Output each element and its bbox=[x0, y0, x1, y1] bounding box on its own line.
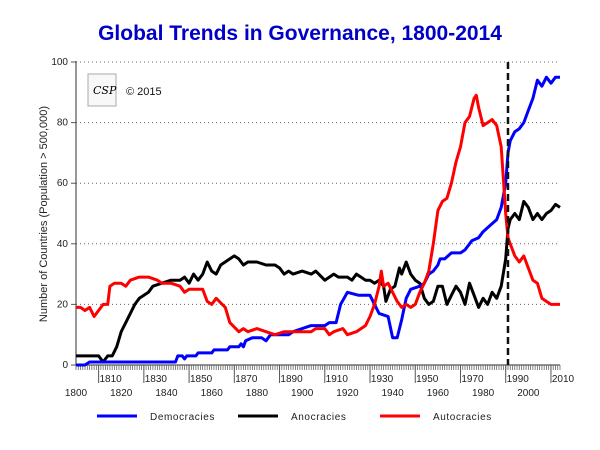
x-tick-label-1970: 1970 bbox=[461, 374, 484, 385]
y-tick-label-80: 80 bbox=[57, 118, 69, 129]
axes: 0 20 40 60 80 100 1810 1830 1850 1870 1890 1910 1930… bbox=[51, 57, 574, 399]
x-tick-label-1960: 1960 bbox=[427, 388, 450, 399]
x-tick-label-1890: 1890 bbox=[280, 374, 303, 385]
x-tick-label-1920: 1920 bbox=[336, 388, 359, 399]
series-line-anocracies bbox=[76, 199, 561, 364]
legend-label-democracies: Democracies bbox=[150, 412, 215, 423]
x-tick-label-1870: 1870 bbox=[235, 374, 258, 385]
copyright-text: © 2015 bbox=[126, 86, 162, 98]
x-tick-label-1880: 1880 bbox=[246, 388, 269, 399]
x-tick-label-1900: 1900 bbox=[291, 388, 314, 399]
chart-title: Global Trends in Governance, 1800-2014 bbox=[98, 22, 502, 45]
x-tick-label-1910: 1910 bbox=[326, 374, 349, 385]
x-tick-label-2000: 2000 bbox=[517, 388, 540, 399]
y-axis-label: Number of Countries (Population > 500,00… bbox=[38, 106, 50, 322]
x-tick-label-1940: 1940 bbox=[382, 388, 405, 399]
csp-logo: CSP bbox=[87, 73, 117, 107]
x-tick-label-1990: 1990 bbox=[507, 374, 530, 385]
legend: Democracies Anocracies Autocracies bbox=[97, 412, 492, 423]
x-tick-label-1820: 1820 bbox=[110, 388, 133, 399]
legend-label-anocracies: Anocracies bbox=[291, 412, 346, 423]
legend-label-autocracies: Autocracies bbox=[433, 412, 492, 423]
x-tick-label-1980: 1980 bbox=[472, 388, 495, 399]
y-tick-label-40: 40 bbox=[57, 239, 69, 250]
x-tick-label-1830: 1830 bbox=[145, 374, 168, 385]
x-tick-label-1860: 1860 bbox=[201, 388, 224, 399]
x-tick-label-1850: 1850 bbox=[190, 374, 213, 385]
series-group bbox=[76, 75, 561, 367]
x-tick-label-1800: 1800 bbox=[65, 388, 88, 399]
series-line-democracies bbox=[76, 75, 560, 367]
x-tick-label-1950: 1950 bbox=[416, 374, 439, 385]
x-tick-label-2010: 2010 bbox=[552, 374, 575, 385]
y-tick-label-60: 60 bbox=[57, 178, 69, 189]
series-line-autocracies bbox=[76, 93, 560, 337]
y-tick-label-0: 0 bbox=[62, 360, 68, 371]
logo-box bbox=[87, 73, 117, 107]
y-tick-label-20: 20 bbox=[57, 299, 69, 310]
logo-text: CSP bbox=[93, 84, 117, 97]
x-tick-label-1930: 1930 bbox=[371, 374, 394, 385]
y-tick-label-100: 100 bbox=[51, 57, 68, 68]
x-tick-label-1810: 1810 bbox=[99, 374, 122, 385]
gridlines bbox=[76, 61, 560, 305]
x-tick-label-1840: 1840 bbox=[155, 388, 178, 399]
